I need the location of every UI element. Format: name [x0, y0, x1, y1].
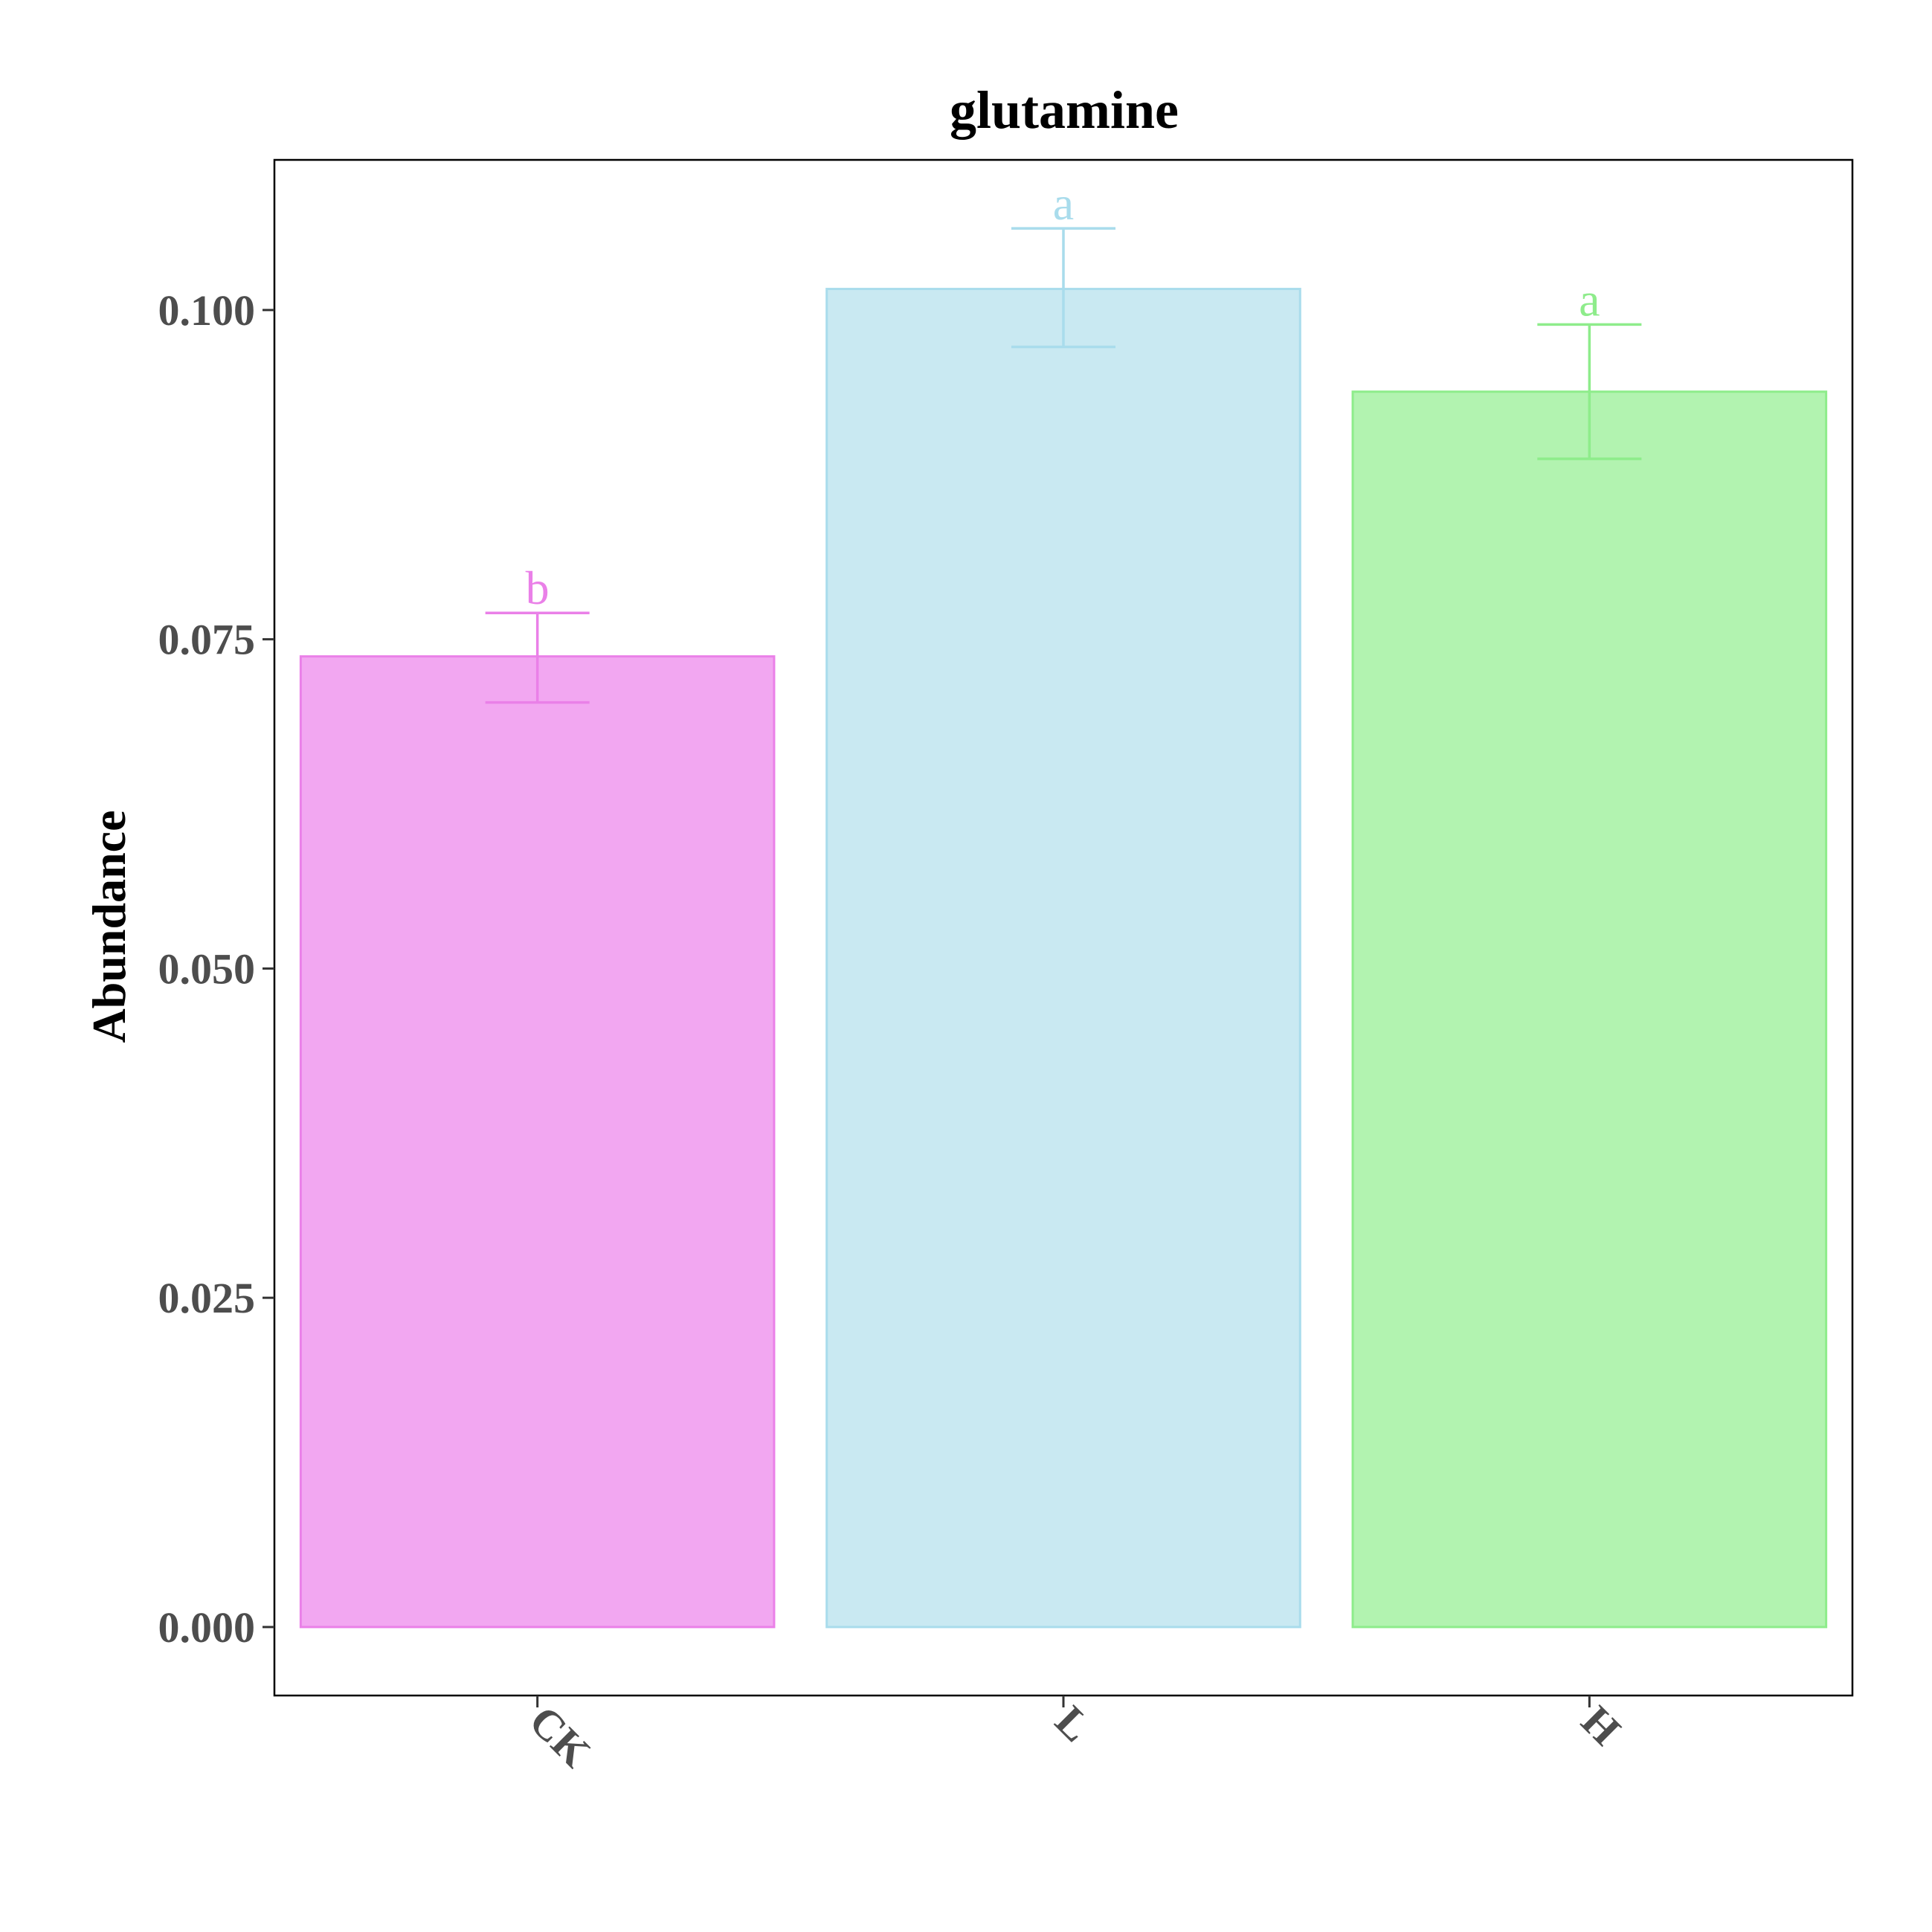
significance-label-l: a [1053, 177, 1074, 230]
y-tick-label: 0.050 [158, 944, 256, 993]
bar-ck [299, 655, 776, 1629]
x-tick-label-h: H [1572, 1696, 1630, 1754]
x-tick-label-ck: CK [520, 1696, 599, 1776]
y-tick-label: 0.025 [158, 1274, 256, 1322]
y-tick-label: 0.000 [158, 1603, 256, 1652]
plot-area: b a a [299, 177, 1828, 1629]
x-axis: CK L H [520, 1696, 1630, 1777]
y-axis-label: Abundance [83, 811, 135, 1043]
bar-l [825, 288, 1301, 1629]
y-tick-label: 0.100 [158, 286, 256, 335]
chart-title: glutamine [950, 80, 1179, 140]
significance-label-ck: b [526, 561, 550, 614]
x-tick-label-l: L [1046, 1696, 1101, 1751]
bar-h [1351, 390, 1828, 1629]
y-tick-label: 0.075 [158, 616, 256, 664]
significance-label-h: a [1579, 273, 1600, 326]
y-axis: 0.000 0.025 0.050 0.075 0.100 [158, 286, 274, 1652]
